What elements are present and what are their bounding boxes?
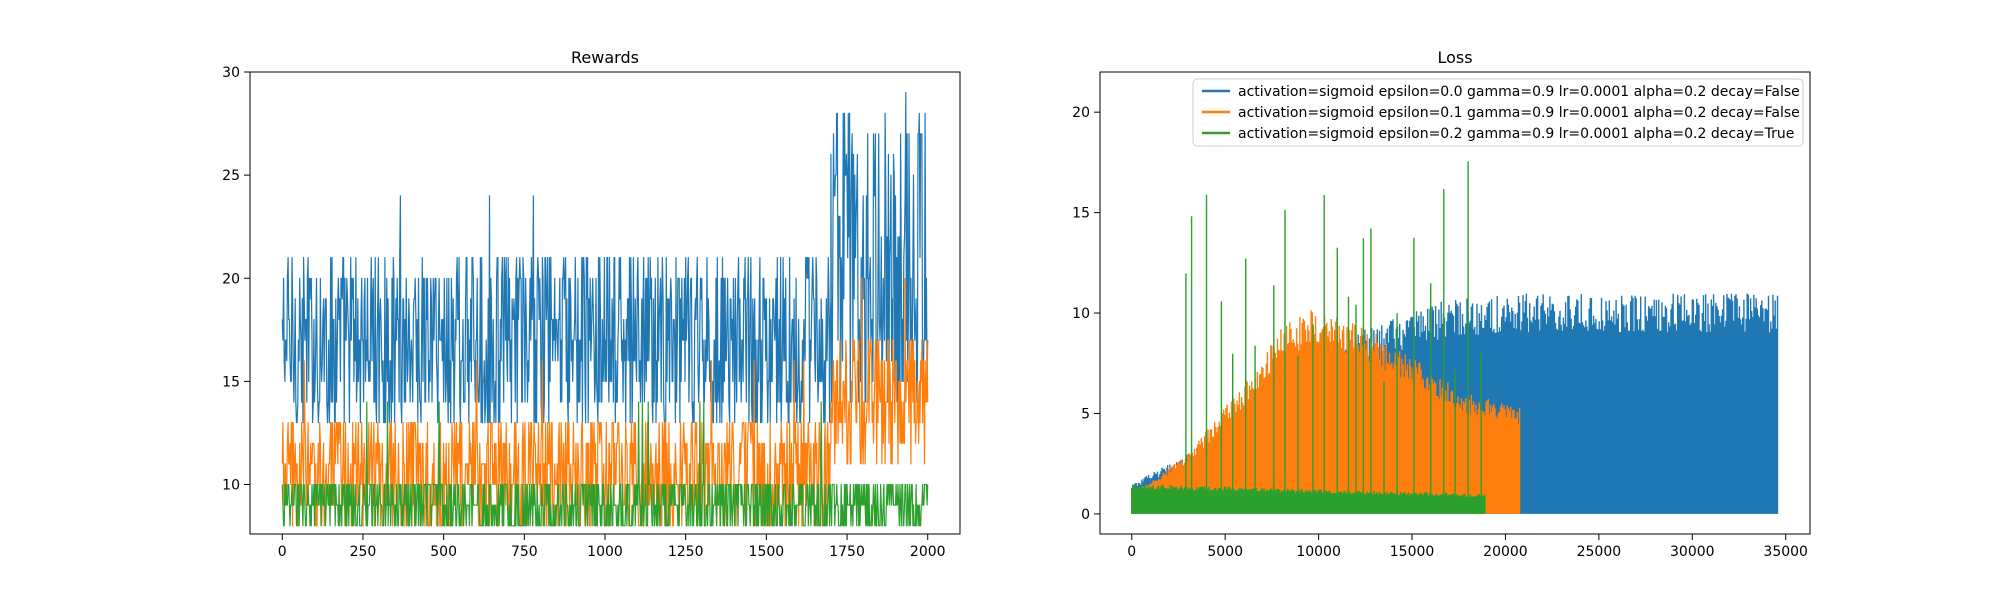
loss-x-tick-label: 5000 xyxy=(1207,544,1243,560)
rewards-y-tick-label: 15 xyxy=(222,374,240,390)
rewards-series-3-line xyxy=(281,401,929,527)
rewards-x-tick-label: 0 xyxy=(278,544,287,560)
loss-legend: activation=sigmoid epsilon=0.0 gamma=0.9… xyxy=(1192,78,1804,147)
loss-x-tick-label: 35000 xyxy=(1763,544,1808,560)
rewards-x-tick-label: 1750 xyxy=(829,544,865,560)
loss-y-tick-label: 10 xyxy=(1072,306,1090,322)
rewards-y-tick-label: 30 xyxy=(222,65,240,81)
loss-axes-frame xyxy=(1099,71,1811,535)
loss-y-tick-label: 20 xyxy=(1072,105,1090,121)
rewards-y-tick-label: 20 xyxy=(222,271,240,287)
rewards-chart: Rewards 0 250 500 750 1000 1250 1500 1750 2000 10… xyxy=(222,48,961,560)
loss-chart: Loss 0 5000 10000 15000 20000 25000 30000 35000… xyxy=(1072,48,1811,560)
legend-label-series-1: activation=sigmoid epsilon=0.0 gamma=0.9… xyxy=(1238,84,1800,100)
rewards-x-tick-label: 750 xyxy=(511,544,538,560)
loss-y-tick-label: 0 xyxy=(1081,507,1090,523)
loss-plot-area xyxy=(1131,161,1779,514)
rewards-x-tick-label: 250 xyxy=(350,544,377,560)
rewards-series-1-line xyxy=(281,92,929,424)
loss-series-3-line xyxy=(1131,161,1486,514)
rewards-y-tick-label: 25 xyxy=(222,168,240,184)
rewards-plot-area xyxy=(281,92,929,527)
legend-label-series-2: activation=sigmoid epsilon=0.1 gamma=0.9… xyxy=(1238,105,1800,121)
rewards-x-tick-label: 2000 xyxy=(910,544,946,560)
loss-x-tick-label: 0 xyxy=(1127,544,1136,560)
loss-x-tick-label: 25000 xyxy=(1577,544,1622,560)
rewards-y-tick-label: 10 xyxy=(222,478,240,494)
rewards-x-tick-label: 1000 xyxy=(587,544,623,560)
rewards-chart-title: Rewards xyxy=(571,48,639,67)
rewards-x-tick-label: 1500 xyxy=(749,544,785,560)
loss-x-tick-label: 30000 xyxy=(1670,544,1715,560)
loss-y-tick-label: 15 xyxy=(1072,206,1090,222)
loss-x-tick-label: 15000 xyxy=(1390,544,1435,560)
legend-box xyxy=(1192,78,1804,147)
rewards-x-tick-label: 1250 xyxy=(668,544,704,560)
loss-x-tick-label: 20000 xyxy=(1483,544,1528,560)
legend-label-series-3: activation=sigmoid epsilon=0.2 gamma=0.9… xyxy=(1238,126,1794,142)
rewards-x-tick-label: 500 xyxy=(430,544,457,560)
loss-chart-title: Loss xyxy=(1437,48,1472,67)
loss-axis-ticks: 0 5000 10000 15000 20000 25000 30000 35000 0 5 10 1… xyxy=(1072,105,1808,560)
rewards-axis-ticks: 0 250 500 750 1000 1250 1500 1750 2000 10 15 20 25 30 xyxy=(222,65,945,560)
loss-x-tick-label: 10000 xyxy=(1296,544,1341,560)
loss-y-tick-label: 5 xyxy=(1081,406,1090,422)
